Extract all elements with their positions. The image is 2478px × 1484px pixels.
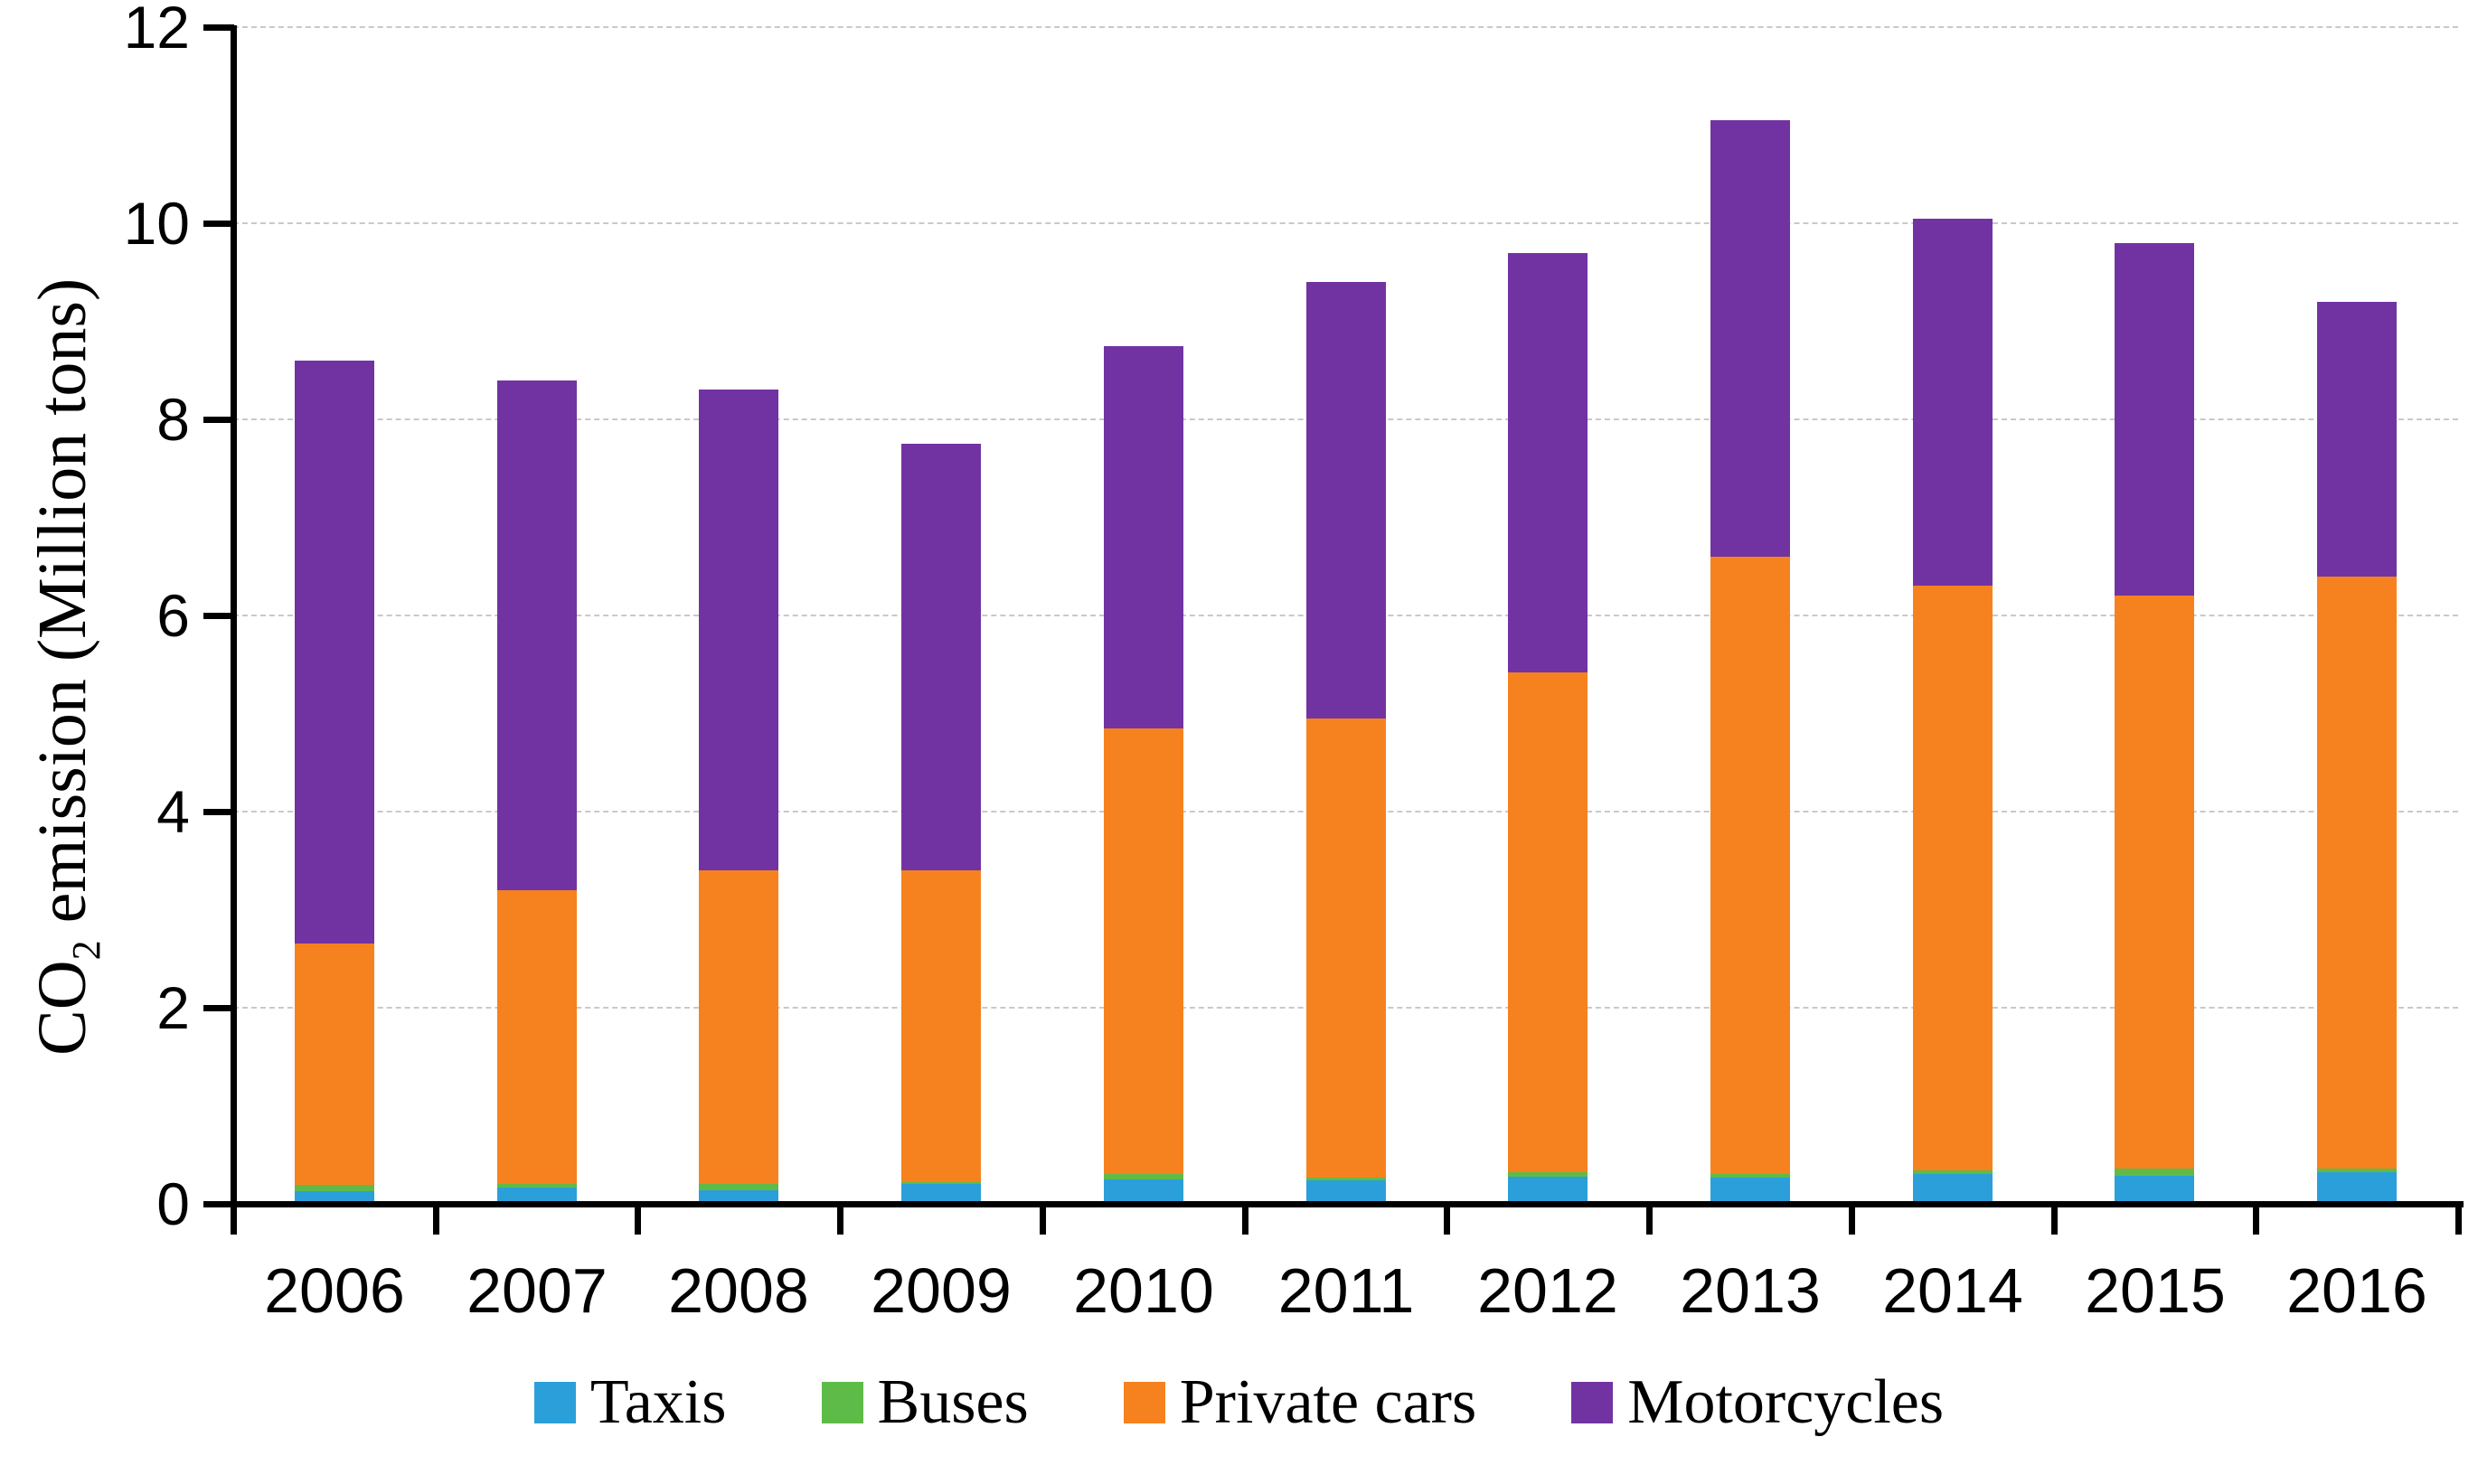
x-tick-5 <box>1242 1207 1248 1235</box>
bar-2014-motorcycles <box>1913 219 1993 586</box>
bar-2015-taxis <box>2115 1176 2194 1204</box>
y-tick-8 <box>203 417 234 423</box>
x-label-2014: 2014 <box>1882 1255 2023 1326</box>
y-tick-label-4: 4 <box>156 778 190 845</box>
x-tick-6 <box>1444 1207 1450 1235</box>
y-tick-12 <box>203 24 234 31</box>
x-tick-4 <box>1040 1207 1046 1235</box>
x-tick-8 <box>1849 1207 1855 1235</box>
bar-2016-motorcycles <box>2317 302 2397 577</box>
legend-label-buses: Buses <box>877 1367 1029 1437</box>
legend-label-motorcycles: Motorcycles <box>1627 1367 1945 1437</box>
x-axis-line <box>231 1201 2464 1207</box>
x-tick-9 <box>2051 1207 2058 1235</box>
legend-item-motorcycles: Motorcycles <box>1571 1367 1944 1439</box>
x-tick-1 <box>433 1207 439 1235</box>
bar-2007-private-cars <box>497 890 577 1184</box>
y-tick-6 <box>203 613 234 619</box>
x-label-2011: 2011 <box>1277 1255 1415 1326</box>
y-tick-label-12: 12 <box>123 0 190 61</box>
legend-swatch-taxis <box>533 1382 576 1423</box>
bar-2010-motorcycles <box>1104 346 1183 728</box>
bar-2006-private-cars <box>295 944 374 1185</box>
x-label-2015: 2015 <box>2085 1255 2226 1326</box>
bar-2006-taxis <box>295 1191 374 1204</box>
bar-2009-private-cars <box>901 870 981 1182</box>
bar-2008-private-cars <box>699 870 778 1184</box>
bar-2013-taxis <box>1710 1178 1790 1204</box>
bar-2011-buses <box>1306 1178 1386 1180</box>
legend-swatch-buses <box>821 1382 863 1423</box>
bar-2014-buses <box>1913 1170 1993 1174</box>
bar-2012-taxis <box>1508 1177 1588 1204</box>
bar-2010-private-cars <box>1104 728 1183 1174</box>
x-label-2009: 2009 <box>871 1255 1012 1326</box>
legend-item-private-cars: Private cars <box>1123 1367 1477 1439</box>
bar-2014-taxis <box>1913 1174 1993 1204</box>
bar-2011-taxis <box>1306 1180 1386 1204</box>
legend-swatch-motorcycles <box>1571 1382 1614 1423</box>
gridline-12 <box>233 26 2458 28</box>
legend: Taxis Buses Private cars Motorcycles <box>0 1367 2478 1439</box>
bar-2013-private-cars <box>1710 557 1790 1174</box>
bar-2014-private-cars <box>1913 586 1993 1170</box>
x-tick-10 <box>2253 1207 2259 1235</box>
bar-2010-taxis <box>1104 1179 1183 1204</box>
bar-2008-buses <box>699 1184 778 1190</box>
bar-2013-motorcycles <box>1710 120 1790 557</box>
y-tick-label-6: 6 <box>156 582 190 649</box>
y-tick-2 <box>203 1005 234 1011</box>
bar-2013-buses <box>1710 1174 1790 1178</box>
gridline-10 <box>233 222 2458 224</box>
x-label-2007: 2007 <box>466 1255 608 1326</box>
x-tick-0 <box>231 1207 237 1235</box>
bar-2016-buses <box>2317 1169 2397 1172</box>
y-tick-label-10: 10 <box>123 190 190 257</box>
bar-2007-motorcycles <box>497 380 577 890</box>
legend-label-private-cars: Private cars <box>1179 1367 1477 1437</box>
x-label-2008: 2008 <box>668 1255 809 1326</box>
legend-swatch-private-cars <box>1123 1382 1165 1423</box>
x-tick-11 <box>2455 1207 2462 1235</box>
x-tick-3 <box>837 1207 843 1235</box>
legend-item-taxis: Taxis <box>533 1367 727 1439</box>
bar-2006-buses <box>295 1185 374 1191</box>
bar-2009-buses <box>901 1182 981 1184</box>
x-label-2013: 2013 <box>1680 1255 1821 1326</box>
y-tick-label-0: 0 <box>156 1170 190 1237</box>
bar-2016-taxis <box>2317 1172 2397 1204</box>
x-tick-2 <box>635 1207 641 1235</box>
x-label-2010: 2010 <box>1073 1255 1214 1326</box>
y-tick-label-2: 2 <box>156 974 190 1041</box>
bar-2016-private-cars <box>2317 577 2397 1169</box>
bar-2008-taxis <box>699 1190 778 1204</box>
y-tick-4 <box>203 809 234 815</box>
bar-2011-motorcycles <box>1306 282 1386 719</box>
y-tick-10 <box>203 221 234 227</box>
bar-2012-buses <box>1508 1172 1588 1177</box>
bar-2009-taxis <box>901 1184 981 1204</box>
x-tick-7 <box>1646 1207 1653 1235</box>
bar-2010-buses <box>1104 1174 1183 1179</box>
bar-2015-private-cars <box>2115 596 2194 1169</box>
legend-item-buses: Buses <box>821 1367 1029 1439</box>
bar-2012-motorcycles <box>1508 253 1588 672</box>
x-label-2016: 2016 <box>2286 1255 2427 1326</box>
y-axis-title-subscript: 2 <box>64 940 109 961</box>
bar-2008-motorcycles <box>699 390 778 870</box>
bar-2015-buses <box>2115 1169 2194 1176</box>
y-tick-0 <box>203 1201 234 1207</box>
bar-2007-taxis <box>497 1188 577 1204</box>
bar-2012-private-cars <box>1508 672 1588 1172</box>
bar-2006-motorcycles <box>295 361 374 944</box>
x-label-2006: 2006 <box>264 1255 405 1326</box>
bar-2009-motorcycles <box>901 444 981 870</box>
y-tick-label-8: 8 <box>156 386 190 453</box>
bar-2015-motorcycles <box>2115 243 2194 596</box>
x-label-2012: 2012 <box>1477 1255 1618 1326</box>
bar-2011-private-cars <box>1306 719 1386 1178</box>
bar-2007-buses <box>497 1184 577 1188</box>
legend-label-taxis: Taxis <box>589 1367 727 1437</box>
